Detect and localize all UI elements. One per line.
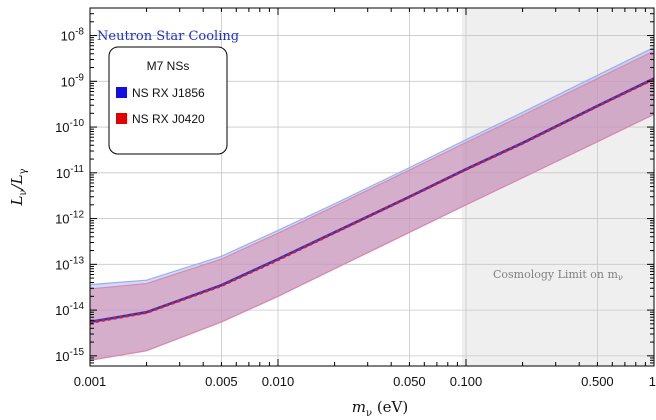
band-j0420-lower-edge [90,113,654,361]
x-tick-label: 0.500 [581,374,614,389]
x-tick-label: 0.005 [205,374,238,389]
legend-title: M7 NSs [147,59,190,73]
legend-swatch-j1856 [116,87,127,98]
band-j0420-upper-edge [90,50,654,290]
x-tick-label: 0.001 [74,374,107,389]
x-tick-label: 0.010 [262,374,295,389]
y-tick-label: 10-15 [55,347,84,364]
y-tick-label: 10-14 [55,301,84,318]
y-tick-label: 10-8 [61,27,85,44]
x-axis-title: mν (eV) [352,398,409,419]
band-j0420 [90,50,654,361]
line-j0420 [90,77,654,324]
y-tick-label: 10-10 [55,118,84,135]
legend: M7 NSs NS RX J1856 NS RX J0420 [108,46,228,155]
panel-label: Neutron Star Cooling [97,29,239,44]
x-tick-label: 1 [649,374,656,389]
legend-box [108,46,228,155]
y-axis-title: Lν/Lγ [8,168,29,206]
band-j1856-upper-edge [90,46,654,286]
y-tick-label: 10-11 [56,164,85,181]
y-tick-label: 10-13 [55,255,84,272]
legend-swatch-j0420 [116,113,127,124]
shaded-region-label: Cosmology Limit on mν [493,268,623,282]
y-tick-label: 10-12 [55,210,84,227]
legend-label-j0420: NS RX J0420 [132,112,205,126]
y-tick-label: 10-9 [61,72,85,89]
x-tick-label: 0.050 [393,374,426,389]
x-tick-label: 0.100 [450,374,483,389]
legend-label-j1856: NS RX J1856 [132,86,205,100]
